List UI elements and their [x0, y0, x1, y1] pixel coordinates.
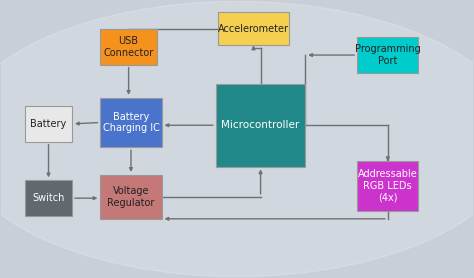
Text: Switch: Switch: [32, 193, 64, 203]
Text: Battery
Charging IC: Battery Charging IC: [102, 112, 159, 133]
FancyBboxPatch shape: [216, 84, 305, 167]
Text: Accelerometer: Accelerometer: [218, 24, 289, 34]
Text: Programming
Port: Programming Port: [355, 44, 420, 66]
FancyBboxPatch shape: [25, 106, 72, 142]
Text: Microcontroller: Microcontroller: [221, 120, 300, 130]
FancyBboxPatch shape: [100, 175, 162, 219]
FancyBboxPatch shape: [25, 180, 72, 216]
FancyBboxPatch shape: [357, 37, 419, 73]
Text: USB
Connector: USB Connector: [103, 36, 154, 58]
FancyBboxPatch shape: [100, 29, 157, 65]
Text: Voltage
Regulator: Voltage Regulator: [107, 186, 155, 208]
Text: Addressable
RGB LEDs
(4x): Addressable RGB LEDs (4x): [358, 169, 418, 202]
Text: Battery: Battery: [30, 119, 67, 129]
FancyBboxPatch shape: [357, 161, 419, 210]
FancyBboxPatch shape: [100, 98, 162, 147]
FancyBboxPatch shape: [218, 13, 289, 45]
